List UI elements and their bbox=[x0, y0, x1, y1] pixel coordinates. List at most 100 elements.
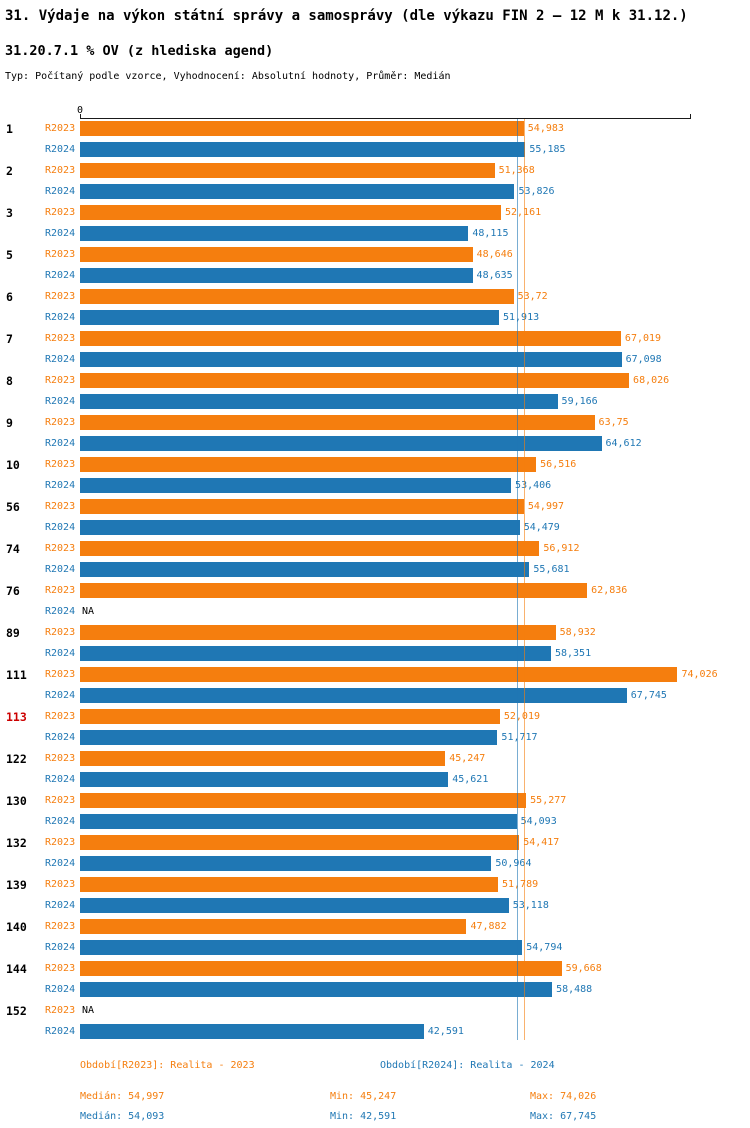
plot-area: NA bbox=[80, 601, 691, 622]
chart-row: R2024 53,118 bbox=[5, 895, 744, 916]
bar-r2023 bbox=[80, 541, 540, 556]
series-label-r2023: R2023 bbox=[45, 459, 76, 470]
plot-area: 47,882 bbox=[80, 916, 691, 937]
series-label-r2024: R2024 bbox=[45, 228, 76, 239]
stat-max-r2024: Max: 67,745 bbox=[530, 1111, 597, 1122]
group-number: 140 bbox=[6, 919, 27, 934]
bar-r2023 bbox=[80, 373, 630, 388]
series-label-r2024: R2024 bbox=[45, 732, 76, 743]
chart-row: R2024 53,826 bbox=[5, 181, 744, 202]
bar-value-label: 53,72 bbox=[517, 291, 548, 302]
group-number: 8 bbox=[6, 373, 13, 388]
plot-area: 53,72 bbox=[80, 286, 691, 307]
bar-value-label: 48,635 bbox=[476, 270, 513, 281]
bar-value-label: 64,612 bbox=[605, 438, 642, 449]
chart-row: 7 R2023 67,019 bbox=[5, 328, 744, 349]
group-number: 89 bbox=[6, 625, 20, 640]
bar-r2023 bbox=[80, 667, 678, 682]
series-label-r2023: R2023 bbox=[45, 963, 76, 974]
group-number: 76 bbox=[6, 583, 20, 598]
plot-area: 51,368 bbox=[80, 160, 691, 181]
chart-row: R2024 51,717 bbox=[5, 727, 744, 748]
chart-row: R2024 54,479 bbox=[5, 517, 744, 538]
plot-area: 45,247 bbox=[80, 748, 691, 769]
bar-value-label: 59,668 bbox=[565, 963, 602, 974]
series-label-r2023: R2023 bbox=[45, 837, 76, 848]
chart-row: R2024 NA bbox=[5, 601, 744, 622]
chart-row: R2024 51,913 bbox=[5, 307, 744, 328]
bar-r2024 bbox=[80, 352, 622, 367]
chart-row: R2024 45,621 bbox=[5, 769, 744, 790]
series-label-r2024: R2024 bbox=[45, 900, 76, 911]
group-number: 5 bbox=[6, 247, 13, 262]
bar-value-label: 56,912 bbox=[543, 543, 580, 554]
bar-r2024 bbox=[80, 814, 517, 829]
bar-r2024 bbox=[80, 940, 523, 955]
series-label-r2024: R2024 bbox=[45, 186, 76, 197]
bar-r2023 bbox=[80, 583, 588, 598]
chart-plot: 1 R2023 54,983 R2024 55,185 2 R2023 51,368 R2024… bbox=[5, 114, 744, 1042]
chart-row: 140 R2023 47,882 bbox=[5, 916, 744, 937]
series-label-r2024: R2024 bbox=[45, 648, 76, 659]
bar-r2023 bbox=[80, 331, 621, 346]
stats-row-r2023: Medián: 54,997 Min: 45,247 Max: 74,026 bbox=[80, 1090, 744, 1103]
bar-r2023 bbox=[80, 919, 467, 934]
bar-value-label: 54,479 bbox=[523, 522, 560, 533]
group-number: 130 bbox=[6, 793, 27, 808]
plot-area: 54,479 bbox=[80, 517, 691, 538]
bar-value-label: 47,882 bbox=[470, 921, 507, 932]
bar-r2024 bbox=[80, 142, 526, 157]
series-label-r2023: R2023 bbox=[45, 165, 76, 176]
group-number: 132 bbox=[6, 835, 27, 850]
bar-r2024 bbox=[80, 394, 558, 409]
series-label-r2024: R2024 bbox=[45, 984, 76, 995]
x-axis-line bbox=[80, 114, 691, 119]
bar-r2023 bbox=[80, 163, 495, 178]
plot-area: 63,75 bbox=[80, 412, 691, 433]
series-label-r2023: R2023 bbox=[45, 627, 76, 638]
group-number: 122 bbox=[6, 751, 27, 766]
plot-area: 54,983 bbox=[80, 118, 691, 139]
plot-area: 67,745 bbox=[80, 685, 691, 706]
bar-value-label: 56,516 bbox=[540, 459, 577, 470]
chart-row: R2024 53,406 bbox=[5, 475, 744, 496]
bar-value-label: 45,247 bbox=[449, 753, 486, 764]
plot-area: 54,417 bbox=[80, 832, 691, 853]
plot-area: 51,717 bbox=[80, 727, 691, 748]
group-number: 139 bbox=[6, 877, 27, 892]
stat-min-r2024: Min: 42,591 bbox=[330, 1111, 397, 1122]
chart-row: R2024 55,681 bbox=[5, 559, 744, 580]
stat-min-r2023: Min: 45,247 bbox=[330, 1091, 397, 1102]
series-label-r2023: R2023 bbox=[45, 501, 76, 512]
bar-r2024 bbox=[80, 436, 602, 451]
bar-value-label: 55,185 bbox=[529, 144, 566, 155]
plot-area: 59,166 bbox=[80, 391, 691, 412]
bar-value-label: 52,019 bbox=[503, 711, 540, 722]
chart-row: 130 R2023 55,277 bbox=[5, 790, 744, 811]
plot-area: 67,019 bbox=[80, 328, 691, 349]
bar-value-label: 51,913 bbox=[503, 312, 540, 323]
series-label-r2023: R2023 bbox=[45, 375, 76, 386]
series-label-r2023: R2023 bbox=[45, 1005, 76, 1016]
chart-row: R2024 48,635 bbox=[5, 265, 744, 286]
group-number: 9 bbox=[6, 415, 13, 430]
chart-row: R2024 58,488 bbox=[5, 979, 744, 1000]
chart-legend: Období[R2023]: Realita - 2023 Období[R20… bbox=[80, 1059, 744, 1072]
bar-r2024 bbox=[80, 646, 551, 661]
series-label-r2024: R2024 bbox=[45, 522, 76, 533]
bar-chart: 0 1 R2023 54,983 R2024 55,185 2 R2023 51,368 R20… bbox=[5, 98, 744, 1042]
plot-area: 50,964 bbox=[80, 853, 691, 874]
plot-area: 56,912 bbox=[80, 538, 691, 559]
bar-r2023 bbox=[80, 835, 520, 850]
bar-value-label: 54,417 bbox=[523, 837, 560, 848]
bar-value-label: 74,026 bbox=[681, 669, 718, 680]
group-number: 152 bbox=[6, 1003, 27, 1018]
chart-row: 9 R2023 63,75 bbox=[5, 412, 744, 433]
bar-value-label: 58,932 bbox=[559, 627, 596, 638]
series-label-r2024: R2024 bbox=[45, 144, 76, 155]
series-label-r2024: R2024 bbox=[45, 480, 76, 491]
chart-row: R2024 67,745 bbox=[5, 685, 744, 706]
bar-r2024 bbox=[80, 226, 469, 241]
series-label-r2024: R2024 bbox=[45, 312, 76, 323]
